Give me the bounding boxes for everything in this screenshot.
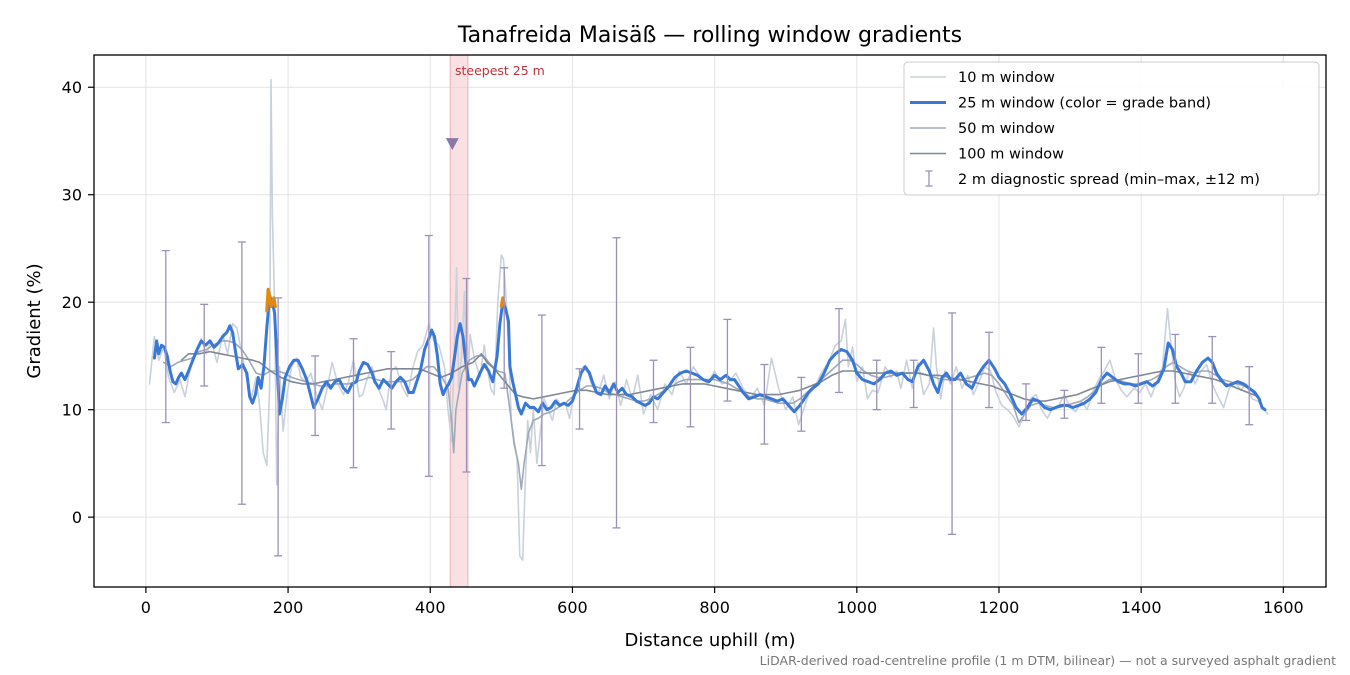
x-tick-label: 600: [557, 598, 588, 617]
y-tick-label: 0: [72, 508, 82, 527]
y-tick-label: 20: [62, 293, 82, 312]
legend-label: 50 m window: [958, 121, 1055, 137]
y-tick-label: 10: [62, 401, 82, 420]
diagnostic-spread-bars: [161, 234, 1254, 557]
spread-bar: [575, 368, 584, 430]
spread-bar: [723, 318, 732, 402]
y-axis-label: Gradient (%): [24, 263, 45, 378]
spread-bar: [161, 249, 170, 424]
spread-bar: [1097, 346, 1106, 404]
spread-bar: [1060, 389, 1069, 419]
spread-bar: [500, 267, 509, 389]
legend-box: [903, 61, 1320, 196]
spread-bar: [537, 314, 546, 467]
x-tick-label: 0: [141, 598, 151, 617]
x-tick-label: 1600: [1263, 598, 1304, 617]
spread-bar: [686, 346, 695, 428]
x-tick-label: 800: [699, 598, 730, 617]
spread-bar: [1134, 353, 1143, 404]
spread-bar: [462, 277, 471, 473]
x-tick-label: 400: [415, 598, 446, 617]
legend-item: 50 m window: [910, 121, 1055, 137]
y-tick-label: 40: [62, 78, 82, 97]
legend-label: 25 m window (color = grade band): [958, 96, 1211, 112]
spread-bar: [835, 307, 844, 394]
y-axis-ticks: 0 10 20 30 40: [62, 78, 94, 527]
steepest-band-label: steepest 25 m: [455, 63, 545, 78]
spread-bar: [909, 359, 918, 409]
spread-bar: [349, 338, 358, 469]
spread-bar: [311, 355, 320, 437]
legend-label: 100 m window: [958, 147, 1064, 163]
spread-bar: [1208, 335, 1217, 404]
legend-item: 25 m window (color = grade band): [910, 96, 1211, 112]
plot-frame: [93, 54, 1327, 588]
spread-bar: [387, 350, 396, 430]
peak-marker-triangle: [445, 138, 459, 151]
spread-bar: [1245, 366, 1254, 426]
spread-bar: [948, 312, 957, 535]
spread-bar: [237, 241, 246, 505]
series-line-w25: [152, 294, 1267, 416]
spread-bar: [1171, 333, 1180, 404]
x-tick-label: 1400: [1121, 598, 1162, 617]
legend-label: 2 m diagnostic spread (min–max, ±12 m): [958, 172, 1260, 188]
spread-bar: [200, 303, 209, 387]
legend: 10 m window 25 m window (color = grade ba…: [903, 61, 1320, 196]
legend-label: 10 m window: [958, 70, 1055, 86]
x-tick-label: 1000: [836, 598, 877, 617]
grade-band-hot-segment: [270, 296, 277, 309]
spread-bar: [612, 237, 621, 529]
x-tick-label: 200: [273, 598, 304, 617]
spread-bar: [274, 297, 283, 557]
x-tick-label: 1200: [979, 598, 1020, 617]
spread-bar: [797, 376, 806, 432]
spread-bar: [424, 234, 433, 477]
spread-bar: [1021, 383, 1030, 422]
chart-title: Tanafreida Maisäß — rolling window gradi…: [457, 23, 962, 48]
spread-bar: [760, 363, 769, 445]
spread-bar: [649, 359, 658, 424]
grade-band-hot-segment: [265, 287, 273, 313]
spread-bar: [872, 359, 881, 411]
footnote: LiDAR-derived road-centreline profile (1…: [760, 653, 1336, 668]
peak-marker: [445, 138, 459, 151]
legend-item: 100 m window: [910, 147, 1064, 163]
y-tick-label: 30: [62, 186, 82, 205]
x-axis-ticks: 0 200 400 600 800 1000 1200 1400 1600: [141, 587, 1304, 617]
x-axis-label: Distance uphill (m): [625, 630, 796, 651]
legend-item: 2 m diagnostic spread (min–max, ±12 m): [925, 170, 1260, 188]
legend-item: 10 m window: [910, 70, 1055, 86]
spread-bar: [985, 331, 994, 409]
